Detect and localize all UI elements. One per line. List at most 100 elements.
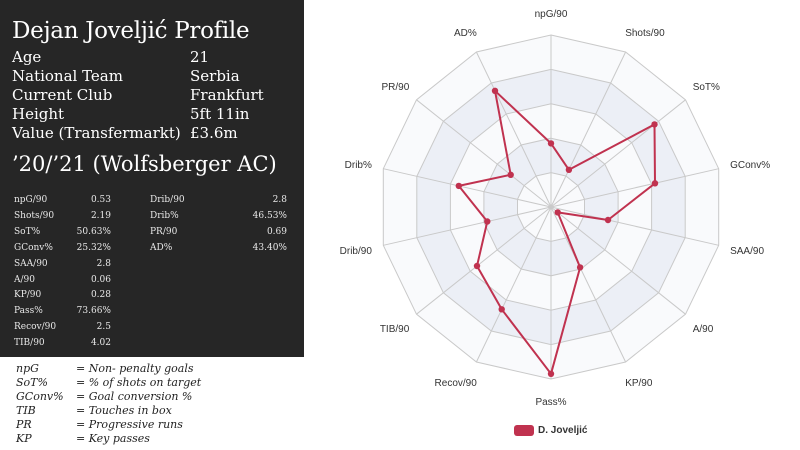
profile-title: Dejan Joveljić Profile bbox=[12, 18, 250, 44]
axis-label: AD% bbox=[454, 28, 477, 39]
info-value: Serbia bbox=[190, 67, 240, 85]
data-point bbox=[651, 121, 658, 128]
radar-spoke bbox=[475, 206, 552, 363]
radar-chart: npG/90 Shots/90 SoT% GConv% SAA/90 A/90 KP/90 P… bbox=[340, 9, 771, 408]
data-point bbox=[473, 262, 481, 270]
info-row: Height 5ft 11in bbox=[12, 105, 297, 123]
data-point bbox=[554, 209, 561, 216]
stat-value: 0.69 bbox=[266, 226, 287, 237]
data-point bbox=[484, 218, 491, 225]
radar-spoke bbox=[416, 206, 552, 315]
glossary-abbr: SoT% bbox=[16, 376, 48, 389]
info-label: Current Club bbox=[12, 86, 113, 104]
stat-row: A/90 0.06 bbox=[14, 273, 111, 287]
glossary-abbr: npG bbox=[16, 362, 39, 375]
axis-label: KP/90 bbox=[625, 378, 653, 389]
season-title: ’20/’21 (Wolfsberger AC) bbox=[12, 152, 277, 176]
info-label: National Team bbox=[12, 67, 123, 85]
stat-row: KP/90 0.28 bbox=[14, 288, 111, 302]
stat-row: Shots/90 2.19 bbox=[14, 209, 111, 223]
data-point bbox=[565, 166, 573, 173]
stat-value: 2.19 bbox=[90, 210, 111, 221]
stat-row: AD% 43.40% bbox=[150, 241, 287, 255]
info-value: 21 bbox=[190, 48, 210, 66]
info-value: Frankfurt bbox=[190, 86, 264, 104]
stat-value: 4.02 bbox=[90, 338, 111, 349]
legend-swatch bbox=[514, 425, 534, 436]
stat-value: 0.53 bbox=[90, 195, 111, 205]
radar-spoke bbox=[475, 51, 552, 208]
axis-label: A/90 bbox=[693, 324, 714, 335]
stat-value: 43.40% bbox=[252, 242, 287, 253]
info-row: Current Club Frankfurt bbox=[12, 86, 297, 104]
axis-label: Recov/90 bbox=[435, 378, 478, 389]
radar-spoke bbox=[550, 206, 686, 315]
data-point bbox=[491, 87, 499, 95]
stat-row: Drib% 46.53% bbox=[150, 209, 287, 223]
radar-spoke bbox=[550, 168, 719, 208]
glossary-def: = Goal conversion % bbox=[76, 390, 193, 403]
axis-label: Drib/90 bbox=[340, 246, 373, 257]
glossary-def: = % of shots on target bbox=[76, 376, 202, 389]
data-point bbox=[455, 182, 462, 190]
info-label: Height bbox=[12, 105, 65, 123]
stat-label: A/90 bbox=[14, 274, 35, 285]
stat-label: AD% bbox=[150, 242, 173, 253]
stat-value: 2.8 bbox=[96, 258, 111, 269]
stat-label: Drib% bbox=[150, 210, 179, 221]
stat-row: SAA/90 2.8 bbox=[14, 257, 111, 271]
glossary-abbr: PR bbox=[16, 418, 32, 431]
data-point bbox=[547, 140, 555, 147]
stat-label: KP/90 bbox=[14, 290, 42, 301]
axis-label: Shots/90 bbox=[625, 28, 665, 39]
legend-label: D. Joveljić bbox=[538, 425, 588, 436]
glossary-abbr: GConv% bbox=[16, 390, 64, 403]
stat-label: npG/90 bbox=[14, 195, 48, 205]
stat-row: Pass% 73.66% bbox=[14, 304, 111, 318]
stat-value: 73.66% bbox=[76, 306, 111, 317]
data-point bbox=[576, 264, 584, 271]
data-point bbox=[604, 216, 612, 224]
data-point bbox=[498, 306, 505, 313]
radar-spoke bbox=[550, 99, 686, 208]
info-value: 5ft 11in bbox=[190, 105, 250, 123]
stat-label: Pass% bbox=[14, 306, 43, 317]
axis-label: PR/90 bbox=[382, 82, 410, 93]
data-point bbox=[547, 370, 555, 377]
axis-label: Pass% bbox=[535, 397, 566, 408]
info-row: Value (Transfermarkt) £3.6m bbox=[12, 124, 297, 142]
stat-row: PR/90 0.69 bbox=[150, 225, 287, 239]
radar-spoke bbox=[550, 206, 719, 246]
radar-spoke bbox=[383, 168, 552, 208]
radar-spoke bbox=[383, 206, 552, 246]
stat-row: TIB/90 4.02 bbox=[14, 336, 111, 350]
info-row: Age 21 bbox=[12, 48, 297, 66]
stat-value: 50.63% bbox=[76, 226, 111, 237]
glossary-abbr: TIB bbox=[16, 404, 36, 417]
axis-label: SoT% bbox=[693, 82, 720, 93]
stat-row: SoT% 50.63% bbox=[14, 225, 111, 239]
info-label: Age bbox=[12, 48, 42, 66]
stat-label: Recov/90 bbox=[14, 322, 57, 333]
stat-row: GConv% 25.32% bbox=[14, 241, 111, 255]
data-point bbox=[651, 180, 659, 187]
radar-spoke bbox=[550, 51, 627, 208]
glossary-def: = Progressive runs bbox=[76, 418, 183, 431]
axis-label: SAA/90 bbox=[730, 246, 764, 257]
stat-label: GConv% bbox=[14, 242, 53, 253]
stat-label: Shots/90 bbox=[14, 210, 55, 221]
radar-series bbox=[455, 87, 659, 377]
data-point bbox=[507, 171, 514, 178]
info-label: Value (Transfermarkt) bbox=[12, 124, 181, 142]
info-value: £3.6m bbox=[190, 124, 238, 142]
stat-value: 2.8 bbox=[272, 195, 287, 205]
glossary-def: = Non- penalty goals bbox=[76, 362, 194, 375]
stat-value: 0.06 bbox=[90, 274, 111, 285]
axis-label: TIB/90 bbox=[380, 324, 410, 335]
stat-value: 0.28 bbox=[90, 290, 111, 301]
glossary-abbr: KP bbox=[16, 432, 32, 445]
stat-row: Drib/90 2.8 bbox=[150, 193, 287, 207]
glossary-def: = Key passes bbox=[76, 432, 150, 445]
radar-spokes bbox=[383, 35, 719, 379]
stat-row: Recov/90 2.5 bbox=[14, 320, 111, 334]
